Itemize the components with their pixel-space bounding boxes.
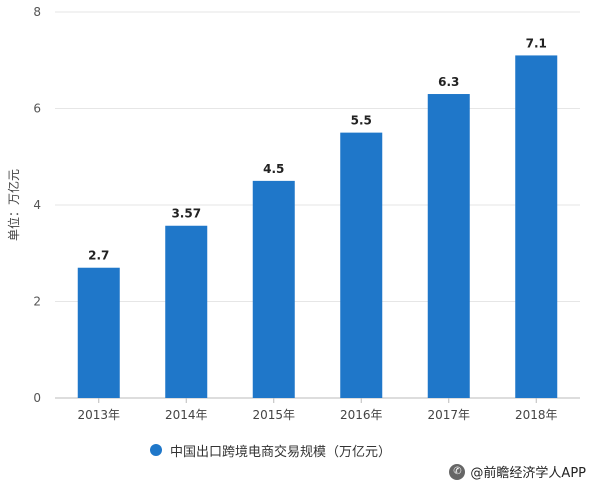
data-label: 6.3	[438, 75, 459, 89]
data-label: 2.7	[88, 249, 109, 263]
x-tick-label: 2014年	[165, 408, 208, 422]
bar	[427, 94, 470, 399]
bar	[340, 132, 383, 398]
y-tick-label: 4	[33, 198, 41, 212]
source-text: @前瞻经济学人APP	[470, 466, 586, 481]
legend-marker	[150, 444, 162, 456]
bar	[515, 55, 558, 399]
y-tick-label: 8	[33, 5, 41, 19]
x-tick-label: 2015年	[252, 408, 295, 422]
legend: 中国出口跨境电商交易规模（万亿元）	[150, 438, 391, 462]
y-tick-label: 0	[33, 391, 41, 405]
x-tick-label: 2018年	[515, 408, 558, 422]
y-tick-label: 6	[33, 102, 41, 116]
bar	[77, 267, 120, 398]
data-label: 7.1	[526, 36, 547, 50]
chat-bubble-icon: ✆	[449, 463, 466, 480]
y-axis-label: 单位：万亿元	[6, 169, 21, 241]
data-label: 4.5	[263, 162, 284, 176]
x-tick-label: 2013年	[77, 408, 120, 422]
y-tick-label: 2	[33, 295, 41, 309]
data-label: 3.57	[171, 207, 201, 221]
bar	[165, 225, 208, 398]
bar	[252, 180, 295, 398]
x-tick-label: 2017年	[427, 408, 470, 422]
legend-label: 中国出口跨境电商交易规模（万亿元）	[170, 444, 392, 460]
x-tick-label: 2016年	[340, 408, 383, 422]
source-attribution: ✆ @前瞻经济学人APP	[449, 462, 586, 481]
data-label: 5.5	[351, 114, 372, 128]
